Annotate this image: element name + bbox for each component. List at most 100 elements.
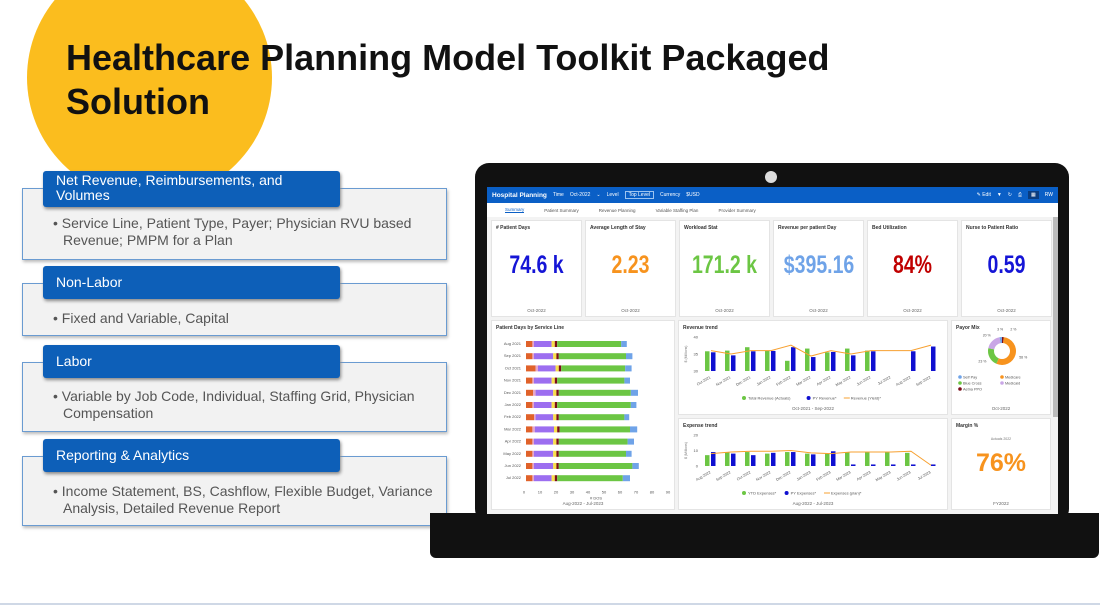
legend-marker xyxy=(742,396,746,400)
legend-marker xyxy=(958,381,962,385)
bar xyxy=(845,452,850,466)
bar-segment xyxy=(632,463,639,469)
tab-summary[interactable]: Summary xyxy=(505,207,525,213)
period-selector[interactable]: FY2022 xyxy=(993,501,1009,506)
currency-select[interactable]: $USD xyxy=(686,192,700,198)
bar xyxy=(851,464,856,466)
bar xyxy=(865,350,870,371)
level-select[interactable]: Top Level xyxy=(624,191,654,199)
bar xyxy=(771,350,776,371)
bar xyxy=(731,453,736,466)
bar xyxy=(851,355,856,371)
bar xyxy=(725,350,730,371)
tab-revenue-planning[interactable]: Revenue Planning xyxy=(598,207,636,213)
period-selector[interactable]: Oct-2022 xyxy=(903,308,922,313)
section-body: • Variable by Job Code, Individual, Staf… xyxy=(53,388,415,421)
x-tick-label: Jan 2022 xyxy=(756,375,772,386)
bar-segment xyxy=(558,365,562,372)
kpi-value: 0.59 xyxy=(987,251,1026,279)
bar-segment xyxy=(559,426,630,433)
expense-trend-chart: 0 10 20 $ (Millions) Aug 2022 Sep 2022 Oct 202… xyxy=(684,433,936,496)
x-tick-label: May 2023 xyxy=(875,470,891,482)
bar-segment xyxy=(553,450,557,457)
bar-segment xyxy=(630,389,638,396)
user-avatar[interactable]: RW xyxy=(1044,192,1053,198)
legend-label: Aetna PPO xyxy=(963,388,982,392)
currency-label: Currency xyxy=(659,192,681,198)
section-body: • Fixed and Variable, Capital xyxy=(53,310,229,326)
decorative-yellow-circle xyxy=(27,0,272,200)
x-tick-label: Jun 2022 xyxy=(856,375,872,386)
section-header-nonlabor: Non-Labor xyxy=(43,266,340,299)
bar-segment xyxy=(532,341,534,347)
x-tick-label: Mar 2023 xyxy=(836,470,852,481)
chart-title: Expense trend xyxy=(683,423,718,429)
edit-button[interactable]: ✎ Edit xyxy=(976,192,991,198)
grid-icon[interactable]: ▦ xyxy=(1028,191,1039,199)
period-selector[interactable]: Oct-2022 xyxy=(991,406,1011,411)
bar-segment xyxy=(622,475,630,482)
legend-marker xyxy=(742,491,746,495)
period-selector[interactable]: Aug-2022 - Jul-2023 xyxy=(792,501,834,506)
bar-segment xyxy=(526,365,536,372)
bar-segment xyxy=(558,389,631,396)
time-select[interactable]: Oct-2022 xyxy=(569,192,591,198)
bar-segment xyxy=(553,463,557,469)
bar-segment xyxy=(627,438,634,445)
donut-slice xyxy=(996,337,1016,365)
export-icon[interactable]: ⎙ xyxy=(1018,192,1023,198)
bar-segment xyxy=(624,377,630,384)
kpi-card: Revenue per patient Day $395.16 Oct-2022 xyxy=(773,220,864,317)
kpi-value: 2.23 xyxy=(611,251,650,279)
x-tick-label: Feb 2022 xyxy=(776,375,792,386)
bar-segment xyxy=(526,475,533,482)
bar-segment xyxy=(558,414,625,421)
bar-segment xyxy=(532,450,534,457)
category-label: May 2022 xyxy=(503,451,521,456)
bar xyxy=(831,451,836,466)
slide-title: Healthcare Planning Model Toolkit Packag… xyxy=(66,37,830,122)
bar-segment xyxy=(532,438,534,445)
kpi-title: Average Length of Stay xyxy=(590,225,646,231)
slice-label: 58 % xyxy=(1019,355,1027,359)
bar-segment xyxy=(534,450,554,457)
x-tick-label: Apr 2022 xyxy=(816,375,831,386)
bar-segment xyxy=(553,414,557,421)
legend-label: YTD Expenses* xyxy=(748,491,777,496)
tab-patient-summary[interactable]: Patient Summary xyxy=(544,207,579,213)
period-selector[interactable]: Oct-2022 xyxy=(809,308,828,313)
period-selector[interactable]: Oct-2022 xyxy=(997,308,1016,313)
x-tick-label: Oct 2021 xyxy=(696,375,711,386)
bar-segment xyxy=(557,402,631,408)
vertical-scrollbar[interactable] xyxy=(1053,217,1058,417)
period-selector[interactable]: Oct-2022 xyxy=(621,308,640,313)
period-selector[interactable]: Aug-2022 - Jul-2023 xyxy=(562,501,604,506)
period-selector[interactable]: Oct-2022 xyxy=(715,308,734,313)
tab-variable-staffing-plan[interactable]: Variable Staffing Plan xyxy=(655,207,699,213)
y-tick-label: 10 xyxy=(694,448,699,453)
x-tick-label: 20 xyxy=(554,489,559,494)
slice-label: 3 % xyxy=(997,328,1003,332)
bar-segment xyxy=(526,341,533,347)
bar-segment xyxy=(526,450,533,457)
bar xyxy=(785,360,790,371)
bar-segment xyxy=(558,450,626,457)
payor-mix-chart: 58 % 23 % 20 % 3 % 2 % Self Pay Medicare Blue C… xyxy=(958,328,1027,392)
period-selector[interactable]: Oct-2022 xyxy=(527,308,546,313)
bar xyxy=(791,452,796,466)
bar-segment xyxy=(556,414,559,421)
x-tick-label: Dec 2021 xyxy=(735,375,751,387)
revenue-trend-chart: 30 35 40 $ (Millions) Oct 2021 Nov 2021 Dec 20… xyxy=(684,335,936,401)
refresh-icon[interactable]: ↻ xyxy=(1007,192,1012,198)
category-label: Feb 2022 xyxy=(504,414,522,419)
x-tick-label: 90 xyxy=(666,489,671,494)
bar-segment xyxy=(630,402,637,408)
chevron-down-icon: ⌄ xyxy=(596,192,601,198)
bar-segment xyxy=(551,341,555,347)
x-tick-label: 80 xyxy=(650,489,655,494)
tab-provider-summary[interactable]: Provider Summary xyxy=(718,207,756,213)
legend-marker xyxy=(1000,381,1004,385)
bar-segment xyxy=(555,365,559,372)
filter-icon[interactable]: ▼ xyxy=(996,192,1002,198)
period-selector[interactable]: Oct-2021 - Sep-2022 xyxy=(791,406,835,411)
